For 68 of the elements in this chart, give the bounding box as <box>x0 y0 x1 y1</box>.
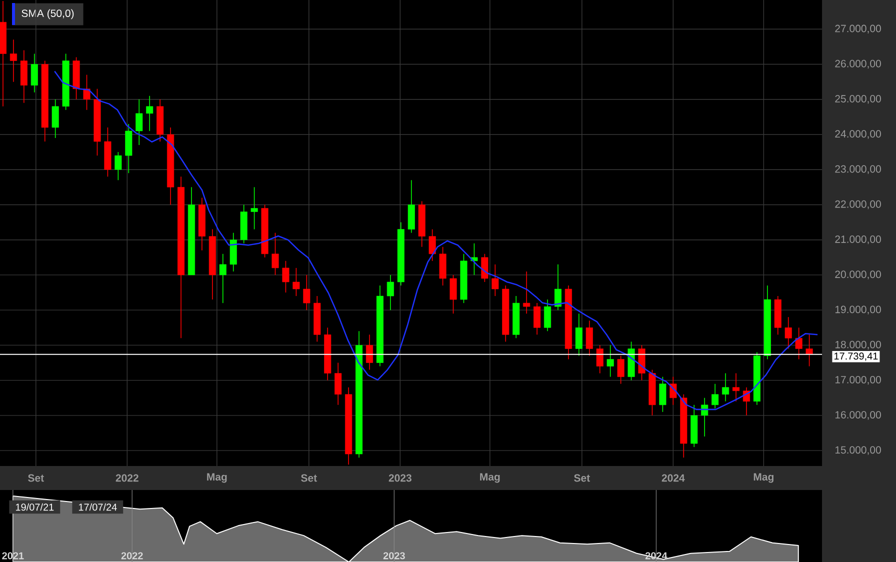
candlestick <box>784 316 792 350</box>
candlestick <box>722 372 730 402</box>
candlestick <box>732 372 740 402</box>
candlestick <box>596 344 604 374</box>
candlestick <box>575 313 582 356</box>
candlestick <box>366 334 374 370</box>
candlestick <box>219 253 226 304</box>
candlestick <box>386 274 394 310</box>
candlestick <box>292 268 300 296</box>
candlestick <box>554 264 562 310</box>
y-tick-label: 18.000,00 <box>835 340 881 350</box>
candlestick <box>146 95 154 132</box>
x-tick-label: 2021 <box>2 552 24 560</box>
y-tick-label: 17.000,00 <box>835 376 881 385</box>
candlestick <box>470 242 478 276</box>
candlestick <box>303 274 310 310</box>
y-tick-label: 19.000,00 <box>835 306 881 314</box>
candlestick <box>586 320 593 356</box>
candlestick <box>806 334 813 367</box>
candlestick <box>481 253 488 282</box>
x-tick-label: Mag <box>207 473 227 483</box>
x-tick-label: 2022 <box>116 474 138 482</box>
y-tick-label: 16.000,00 <box>835 411 881 420</box>
y-tick-label: 20.000,00 <box>835 270 881 280</box>
annotation: 17/07/24 <box>78 503 117 511</box>
candlestick <box>523 271 530 314</box>
x-tick-label: 2023 <box>388 474 412 482</box>
candlestick <box>701 397 708 437</box>
candlestick <box>114 152 122 181</box>
x-tick-label: Set <box>301 474 317 482</box>
candlestick <box>30 53 38 93</box>
candlestick <box>428 228 436 262</box>
x-tick-label: Mag <box>754 473 774 483</box>
candlestick <box>712 383 719 409</box>
x-tick-label: 2023 <box>383 552 405 560</box>
x-tick-label: Set <box>28 474 44 482</box>
candlestick <box>52 98 59 138</box>
candlestick <box>83 74 90 110</box>
x-tick-label: Set <box>574 474 590 482</box>
x-tick-label: 2024 <box>662 474 685 482</box>
y-tick-label: 21.000,00 <box>835 236 881 244</box>
candlestick <box>272 232 279 276</box>
annotation: 19/07/21 <box>16 503 54 511</box>
candlestick <box>450 274 457 314</box>
legend-label: SMA (50,0) <box>22 9 74 20</box>
y-tick-label: 27.000,00 <box>835 24 881 34</box>
candlestick <box>795 327 802 360</box>
candlestick <box>617 355 624 384</box>
x-tick-label: Mag <box>480 473 500 483</box>
candlestick <box>10 39 17 82</box>
ref-line-label: 17.739,41 <box>834 352 878 361</box>
candlestick <box>606 344 614 378</box>
y-tick-label: 26.000,00 <box>835 60 881 69</box>
candlestick <box>282 260 290 293</box>
candlestick <box>250 186 258 230</box>
candlestick <box>534 302 541 336</box>
candlestick <box>659 376 666 412</box>
candlestick <box>492 264 499 296</box>
candlestick <box>544 299 552 332</box>
candlestick <box>334 362 342 406</box>
y-tick-label: 15.000,00 <box>835 446 881 455</box>
x-tick-label: 2022 <box>121 552 143 560</box>
y-tick-label: 25.000,00 <box>835 95 881 104</box>
y-tick-label: 22.000,00 <box>835 200 881 210</box>
line-series <box>54 70 818 410</box>
y-tick-label: 23.000,00 <box>835 165 881 174</box>
candlestick <box>136 98 143 146</box>
y-tick-label: 24.000,00 <box>835 130 881 139</box>
